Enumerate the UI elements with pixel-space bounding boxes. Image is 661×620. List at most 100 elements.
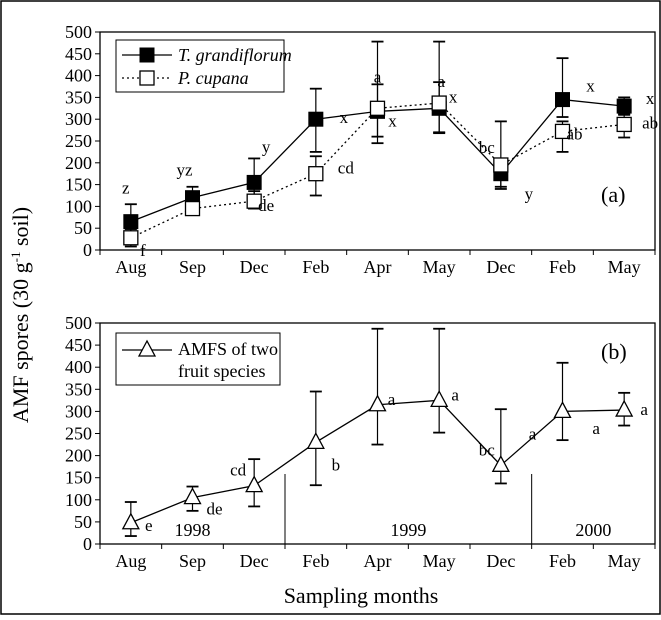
panel-a-y-tick-label: 450 xyxy=(65,44,92,64)
panel-b-legend-marker xyxy=(137,339,157,357)
panel-a-legend-label: P. cupana xyxy=(177,68,249,88)
panel-a-label: (a) xyxy=(601,182,625,207)
panel-b-x-tick-label: Feb xyxy=(549,551,576,571)
panel-a-significance-letter: ab xyxy=(566,124,582,143)
panel-a-significance-letter: z xyxy=(122,179,130,198)
panel-a-significance-letter: y xyxy=(525,185,534,204)
panel-a-series-1-point xyxy=(308,166,324,182)
panel-b-y-tick-label: 300 xyxy=(65,401,92,421)
panel-b-significance-letter: a xyxy=(529,424,537,443)
panel-a-x-tick-label: Dec xyxy=(486,257,515,277)
panel-b-y-tick-label: 400 xyxy=(65,357,92,377)
panel-a-significance-letter: x xyxy=(449,87,458,106)
panel-a-x-tick-label: May xyxy=(608,257,641,277)
panel-b-significance-letter: cd xyxy=(230,461,247,480)
panel-a-significance-letter: de xyxy=(258,196,274,215)
panel-b-y-tick-label: 450 xyxy=(65,335,92,355)
panel-a-y-tick-label: 500 xyxy=(65,22,92,42)
panel-a-series-1-point xyxy=(246,193,262,209)
panel-a-series-1-point xyxy=(493,157,509,173)
panel-a-series-1-point xyxy=(431,95,447,111)
panel-b-x-tick-label: Feb xyxy=(302,551,329,571)
panel-b-series-0-point xyxy=(615,399,634,417)
panel-a-series-0-point xyxy=(616,98,632,114)
panel-a-x-tick-label: Feb xyxy=(549,257,576,277)
panel-b-significance-letter: a xyxy=(451,385,459,404)
panel-b-significance-letter: de xyxy=(206,500,222,519)
panel-a-legend-label: T. grandiflorum xyxy=(178,45,292,65)
panel-b-y-tick-label: 50 xyxy=(74,512,92,532)
panel-b-y-tick-label: 500 xyxy=(65,313,92,333)
panel-b-y-tick-label: 250 xyxy=(65,424,92,444)
panel-a-series-1-point xyxy=(616,116,632,133)
panel-a-significance-letter: x xyxy=(388,111,397,130)
panel-b-x-tick-label: Dec xyxy=(486,551,515,571)
panel-a-legend: T. grandiflorum P. cupana xyxy=(115,39,292,93)
panel-b-y-tick-label: 350 xyxy=(65,379,92,399)
panel-b-significance-letter: e xyxy=(145,516,153,535)
panel-a-significance-letter: x xyxy=(646,89,655,108)
panel-b-series-0-point xyxy=(491,454,510,472)
panel-b-x-tick-label: Dec xyxy=(240,551,269,571)
panel-a-significance-letter: cd xyxy=(338,159,355,178)
panel-a-significance-letter: yz xyxy=(176,161,193,180)
panel-a-series-0-point xyxy=(246,174,262,190)
panel-b-series-0-point xyxy=(553,401,572,419)
panel-b-y-tick-label: 150 xyxy=(65,468,92,488)
panel-a-x-tick-label: Feb xyxy=(302,257,329,277)
panel-a-y-tick-label: 400 xyxy=(65,66,92,86)
panel-b-year-label: 2000 xyxy=(575,520,611,540)
panel-a-legend-marker xyxy=(139,47,155,63)
panel-b-x-tick-label: May xyxy=(608,551,641,571)
panel-a-series-1-point xyxy=(123,230,139,246)
panel-a-significance-letter: y xyxy=(262,137,271,156)
panel-a-series-0-point xyxy=(308,111,324,127)
panel-a-y-tick-label: 100 xyxy=(65,196,92,216)
panel-a-x-tick-label: Apr xyxy=(364,257,392,277)
panel-b-year-label: 1998 xyxy=(175,520,211,540)
panel-b-label: (b) xyxy=(601,339,627,364)
panel-b-significance-letter: b xyxy=(332,455,341,474)
panel-a-x-tick-label: Dec xyxy=(240,257,269,277)
panel-a-significance-letter: f xyxy=(140,241,146,260)
panel-a-y-tick-label: 350 xyxy=(65,87,92,107)
panel-a-x-tick-label: Sep xyxy=(179,257,206,277)
panel-b-y-tick-label: 0 xyxy=(83,534,92,554)
panel-b-year-label: 1999 xyxy=(390,520,426,540)
panel-b-series-0-point xyxy=(430,389,449,408)
panel-a-series-1-point xyxy=(369,100,386,116)
panel-b-x-tick-label: May xyxy=(423,551,456,571)
panel-a-x-tick-label: Aug xyxy=(115,257,146,277)
panel-a-series-0-point xyxy=(555,92,570,108)
panel-a-significance-letter: x xyxy=(340,108,349,127)
panel-b-series-0-point xyxy=(368,394,387,412)
panel-b-series-0-point xyxy=(306,431,325,449)
panel-b-legend-box xyxy=(115,332,281,386)
panel-b-y-tick-label: 100 xyxy=(65,490,92,510)
panel-b-significance-letter: bc xyxy=(479,440,496,459)
panel-a-y-tick-label: 300 xyxy=(65,109,92,129)
panel-a-series-1-point xyxy=(184,200,201,217)
panel-b-significance-letter: a xyxy=(388,390,396,409)
panel-a-significance-letter: ab xyxy=(642,113,658,132)
panel-a-significance-letter: x xyxy=(586,77,595,96)
panel-a-significance-letter: a xyxy=(437,72,445,91)
panel-a-x-tick-label: May xyxy=(423,257,456,277)
x-axis-label: Sampling months xyxy=(284,583,439,608)
panel-a-y-tick-label: 0 xyxy=(83,240,92,260)
panel-a-y-tick-label: 50 xyxy=(74,218,92,238)
panel-b-x-tick-label: Sep xyxy=(179,551,206,571)
panel-a-series-1-point xyxy=(554,123,571,140)
y-axis-label: AMF spores (30 g-1 soil) xyxy=(8,207,33,423)
panel-b-x-tick-label: Aug xyxy=(115,551,146,571)
panel-a-series-0-point xyxy=(123,214,139,230)
panel-b-legend-label: AMFS of two xyxy=(178,339,278,359)
panel-b-significance-letter: a xyxy=(592,419,600,438)
panel-b-series-0-point xyxy=(245,475,264,493)
